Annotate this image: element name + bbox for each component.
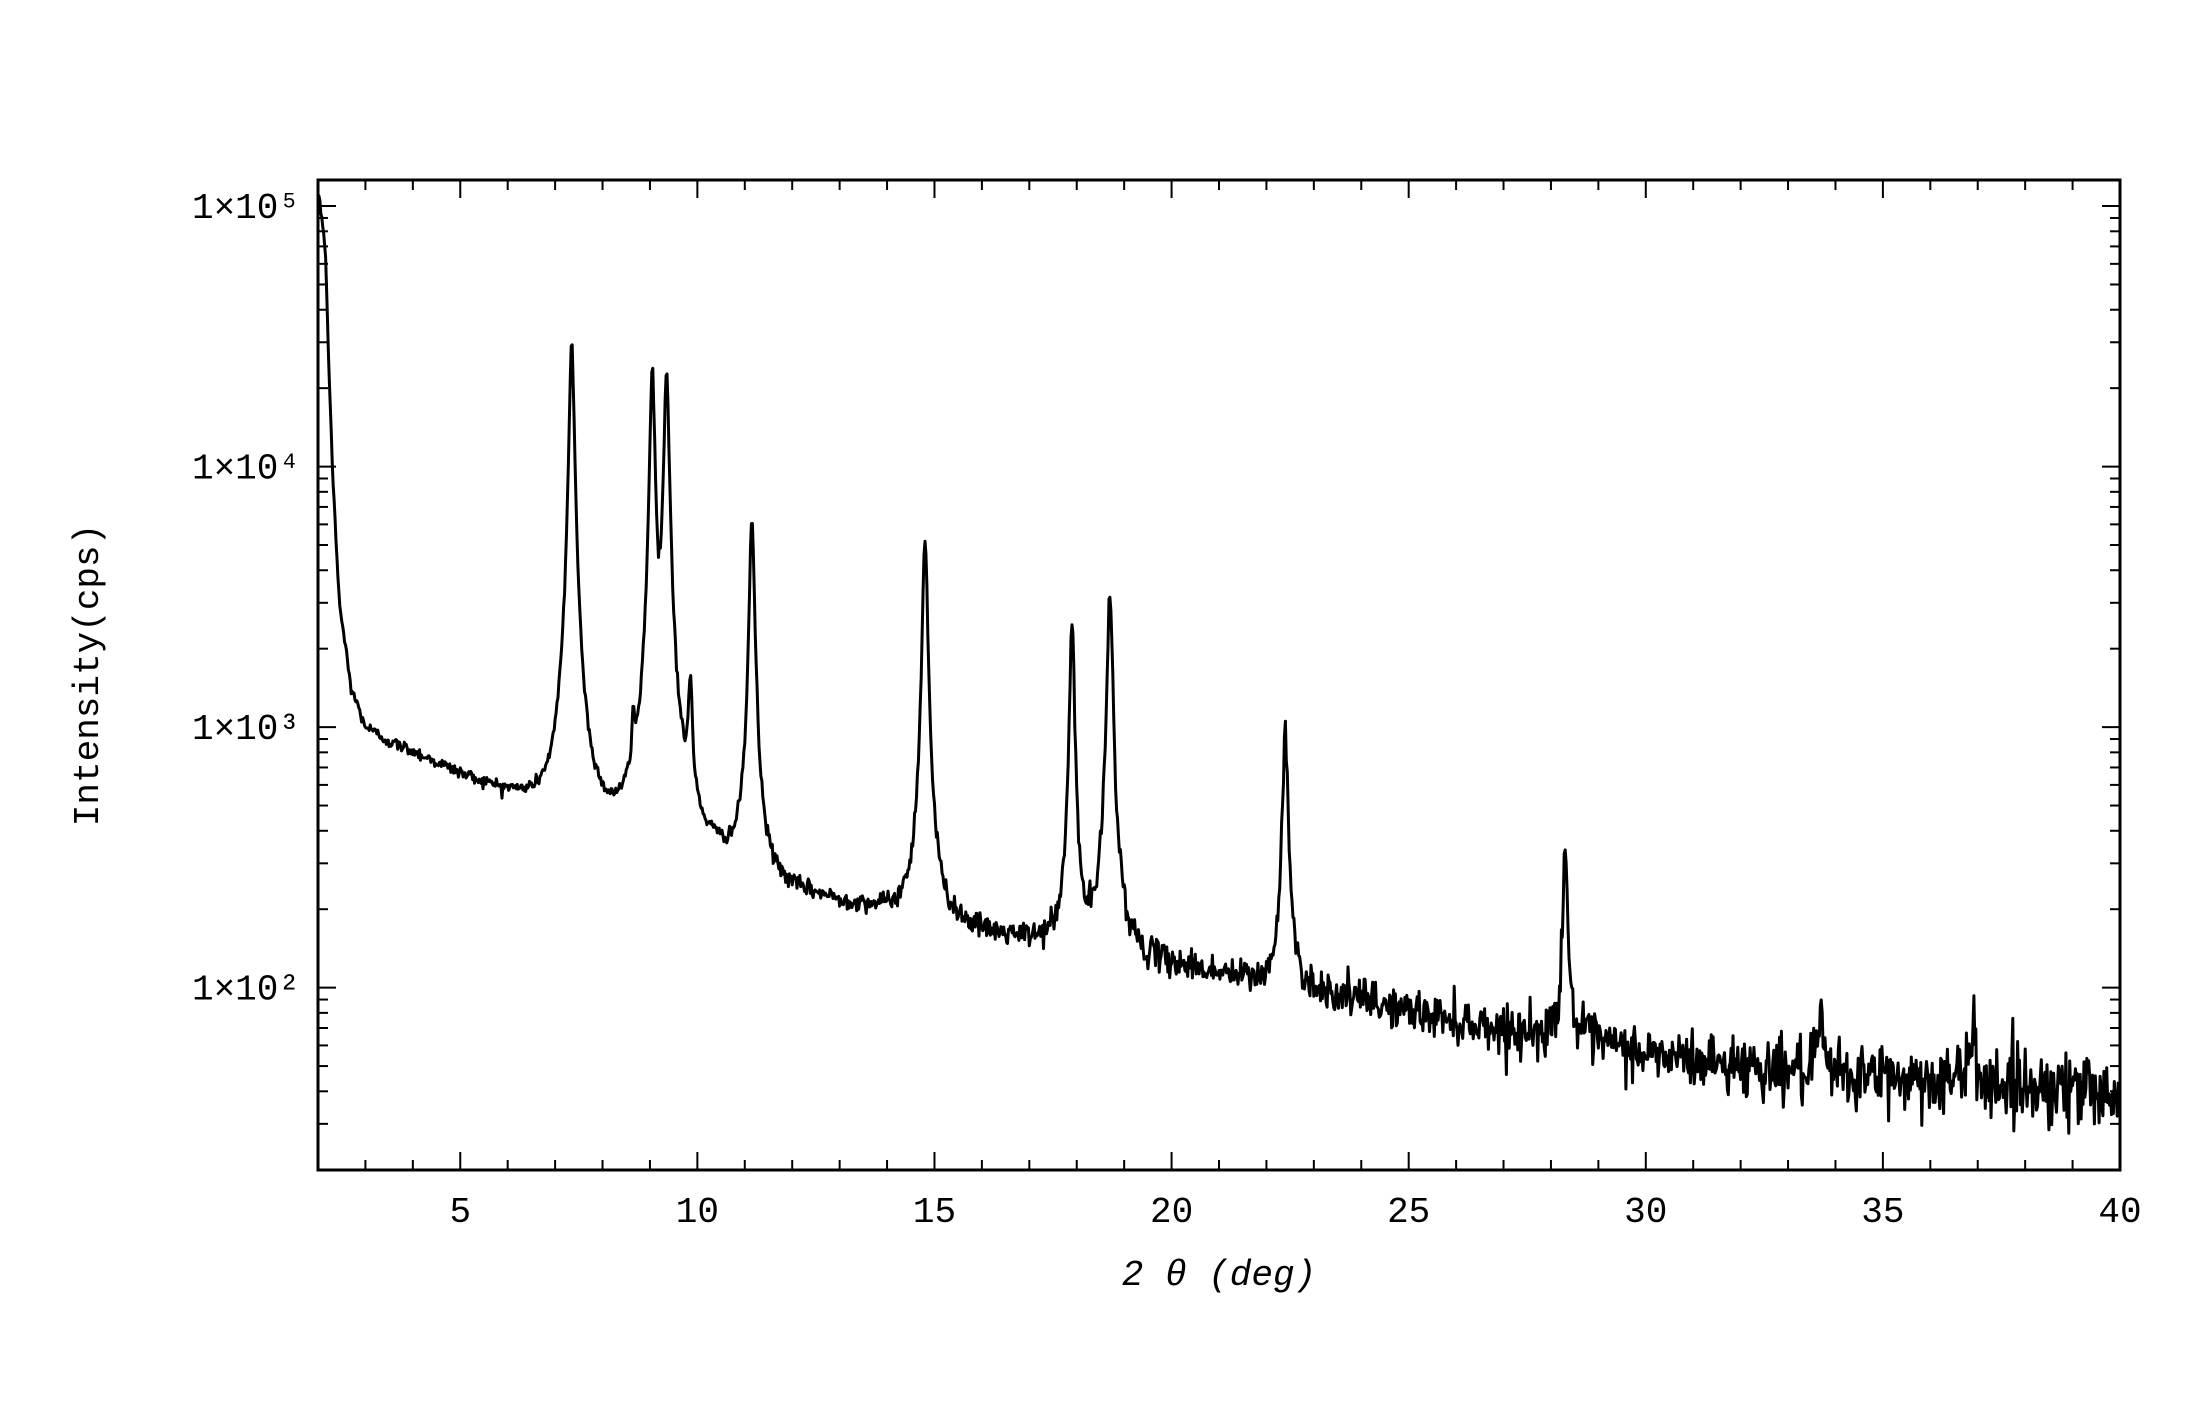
- x-tick-label: 10: [676, 1192, 719, 1233]
- y-tick-label: 1×10³: [192, 709, 300, 750]
- x-tick-label: 25: [1387, 1192, 1430, 1233]
- xrd-intensity-chart: 5 10 15 20 25 30 35 40 2 θ (deg) 1×10² 1×10³ 1×10⁴ 1…: [0, 0, 2192, 1421]
- x-tick-label: 40: [2098, 1192, 2141, 1233]
- x-tick-label: 20: [1150, 1192, 1193, 1233]
- y-axis-label: Intensity(cps): [68, 524, 109, 826]
- x-tick-label: 5: [449, 1192, 471, 1233]
- x-tick-label: 15: [913, 1192, 956, 1233]
- x-tick-label: 30: [1624, 1192, 1667, 1233]
- y-tick-label: 1×10²: [192, 970, 300, 1011]
- y-tick-label: 1×10⁴: [192, 449, 300, 490]
- x-axis-label: 2 θ (deg): [1122, 1255, 1316, 1296]
- y-tick-label: 1×10⁵: [192, 188, 300, 229]
- x-tick-label: 35: [1861, 1192, 1904, 1233]
